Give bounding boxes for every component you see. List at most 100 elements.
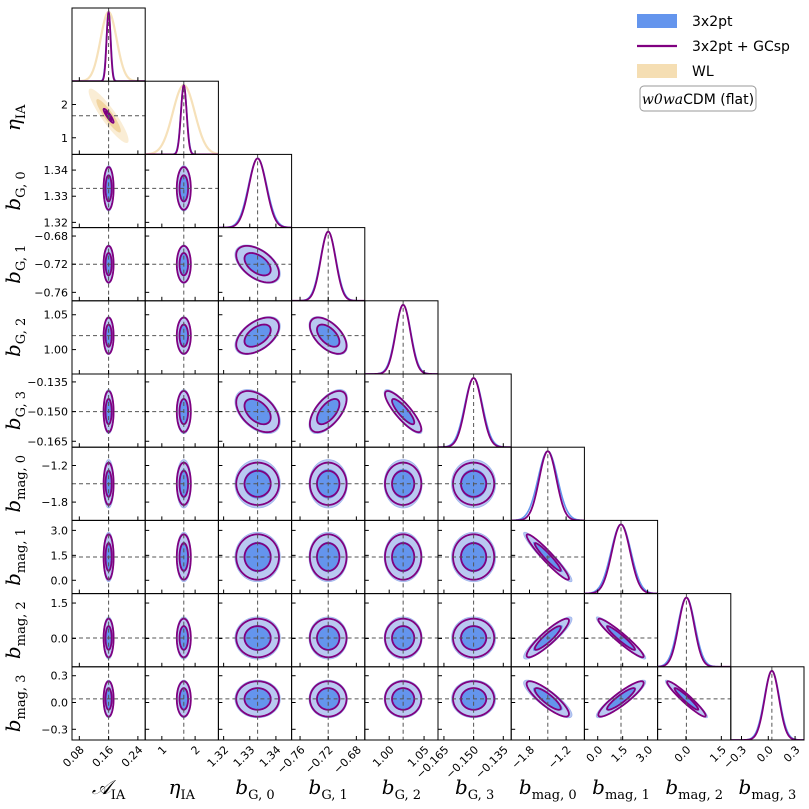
panel-bG3-bG3 bbox=[437, 373, 512, 448]
panel-frame bbox=[437, 373, 512, 448]
contour-GCsp-2sigma bbox=[525, 617, 570, 659]
panel-eta_IA-bG2 bbox=[144, 300, 219, 375]
legend-label-2: WL bbox=[692, 64, 714, 80]
panel-content bbox=[364, 374, 438, 448]
contour-GCsp-1sigma bbox=[606, 687, 636, 711]
axis-label-main: b bbox=[519, 775, 532, 799]
x-tick-label: 0.0 bbox=[754, 743, 776, 765]
contour-GCsp-1sigma bbox=[178, 398, 190, 426]
panel-A_IA-bG1 bbox=[71, 227, 146, 302]
axis-label-sub: mag, 3 bbox=[14, 675, 29, 720]
y-tick-label: −0.165 bbox=[27, 435, 68, 448]
panel-A_IA-eta_IA bbox=[71, 80, 146, 155]
x-tick-label: −0.68 bbox=[331, 743, 364, 776]
contour-GCsp-1sigma bbox=[104, 174, 113, 203]
contour-GCsp-1sigma bbox=[533, 625, 562, 651]
axis-label-main: b bbox=[1, 417, 25, 430]
panel-bG2-bmag1 bbox=[364, 519, 439, 595]
y-tick-label: −1.2 bbox=[41, 460, 68, 473]
panel-content bbox=[364, 593, 438, 667]
contour-GCsp-1sigma bbox=[178, 687, 190, 711]
panel-bG0-bmag2 bbox=[217, 593, 293, 668]
panel-content bbox=[145, 374, 219, 448]
contour-GCsp-1sigma bbox=[178, 252, 190, 277]
axis-label-main: b bbox=[1, 719, 25, 732]
panel-eta_IA-eta_IA bbox=[144, 80, 219, 155]
x-tick-label: 2 bbox=[189, 743, 203, 757]
panel-bG2-bG3 bbox=[364, 373, 439, 448]
y-tick-label: 1.00 bbox=[44, 344, 69, 357]
axis-label-main: b bbox=[1, 646, 25, 659]
panel-eta_IA-bG1 bbox=[144, 227, 219, 302]
panel-frame bbox=[364, 300, 439, 375]
legend-swatch-2 bbox=[637, 64, 677, 78]
panel-content bbox=[438, 593, 512, 667]
x-tick-label: 1.33 bbox=[231, 743, 258, 770]
panel-bG1-bmag0 bbox=[291, 446, 366, 521]
axis-label-sub: G, 0 bbox=[248, 788, 274, 803]
x-axis-label-eta_IA: ηIA bbox=[169, 775, 196, 803]
x-tick-label: 3.0 bbox=[634, 743, 656, 765]
panel-eta_IA-bmag3 bbox=[144, 666, 219, 741]
y-tick-label: 0.0 bbox=[51, 632, 69, 645]
contour-GCsp-2sigma bbox=[102, 316, 115, 355]
axis-label-sub: mag, 3 bbox=[751, 788, 796, 803]
y-tick-label: −0.72 bbox=[34, 258, 68, 271]
axis-label-sub: IA bbox=[111, 788, 126, 803]
x-axis-label-bG3: bG, 3 bbox=[455, 775, 494, 803]
panel-bmag2-bmag3 bbox=[657, 666, 732, 741]
panel-content bbox=[145, 81, 219, 155]
axis-label-main: b bbox=[665, 775, 678, 799]
y-axis-label-bmag2: bmag, 2 bbox=[1, 601, 29, 659]
x-axis-label-bmag3: bmag, 3 bbox=[739, 775, 797, 803]
panel-content bbox=[218, 374, 292, 448]
panel-bG3-bmag3 bbox=[437, 666, 512, 741]
panel-content bbox=[145, 593, 219, 667]
panel-bG0-bG2 bbox=[217, 300, 293, 375]
curve-3x2pt-GCsp bbox=[364, 303, 438, 374]
panel-content bbox=[730, 666, 804, 740]
y-axis-label-bmag3: bmag, 3 bbox=[1, 675, 29, 733]
panel-content bbox=[584, 593, 658, 667]
panel-content bbox=[511, 593, 585, 667]
panel-bG3-bmag1 bbox=[437, 519, 512, 595]
contour-GCsp-2sigma bbox=[308, 316, 348, 355]
axis-label-main: b bbox=[1, 500, 25, 513]
panel-eta_IA-bmag1 bbox=[144, 519, 219, 595]
panel-content bbox=[218, 666, 292, 740]
contour-GCsp-1sigma bbox=[104, 398, 113, 426]
panel-A_IA-bmag0 bbox=[71, 446, 146, 521]
y-tick-label: 1.5 bbox=[51, 549, 69, 562]
x-axis-label-bG2: bG, 2 bbox=[382, 775, 421, 803]
panel-bmag1-bmag2 bbox=[583, 593, 659, 668]
panel-content bbox=[291, 593, 365, 667]
axis-label-main: b bbox=[455, 775, 468, 799]
panel-eta_IA-bG0 bbox=[144, 153, 219, 229]
contour-GCsp-2sigma bbox=[308, 390, 348, 434]
x-tick-label: 1.00 bbox=[370, 743, 397, 770]
panel-frame bbox=[730, 666, 805, 741]
y-axis-label-bG3: bG, 3 bbox=[1, 391, 29, 430]
panel-bG0-bmag3 bbox=[217, 666, 293, 741]
curve-3x2pt-GCsp bbox=[657, 596, 731, 667]
panel-bmag0-bmag1 bbox=[510, 519, 585, 595]
contour-GCsp-2sigma bbox=[384, 390, 423, 434]
axis-label-main: η bbox=[169, 775, 181, 799]
legend: 3x2pt 3x2pt + GCsp WL w0waCDM (flat) bbox=[637, 14, 790, 112]
y-tick-label: 0.3 bbox=[51, 670, 69, 683]
panel-eta_IA-bmag0 bbox=[144, 446, 219, 521]
curve-3x2pt-GCsp bbox=[218, 157, 292, 228]
panel-content bbox=[364, 300, 438, 374]
contour-GCsp-2sigma bbox=[235, 244, 280, 284]
axis-label-sub: mag, 1 bbox=[605, 788, 650, 803]
panel-content bbox=[364, 447, 438, 521]
axis-label-main: b bbox=[235, 775, 248, 799]
axis-label-main: b bbox=[1, 198, 25, 211]
contour-GCsp-1sigma bbox=[533, 542, 562, 572]
panel-bmag0-bmag2 bbox=[510, 593, 585, 668]
model-label-box bbox=[639, 85, 757, 112]
contour-GCsp-2sigma bbox=[102, 244, 115, 284]
model-label: w0waCDM (flat) bbox=[642, 92, 754, 108]
x-axis-label-bG0: bG, 0 bbox=[235, 775, 274, 803]
model-label-italic: w0wa bbox=[642, 92, 683, 108]
